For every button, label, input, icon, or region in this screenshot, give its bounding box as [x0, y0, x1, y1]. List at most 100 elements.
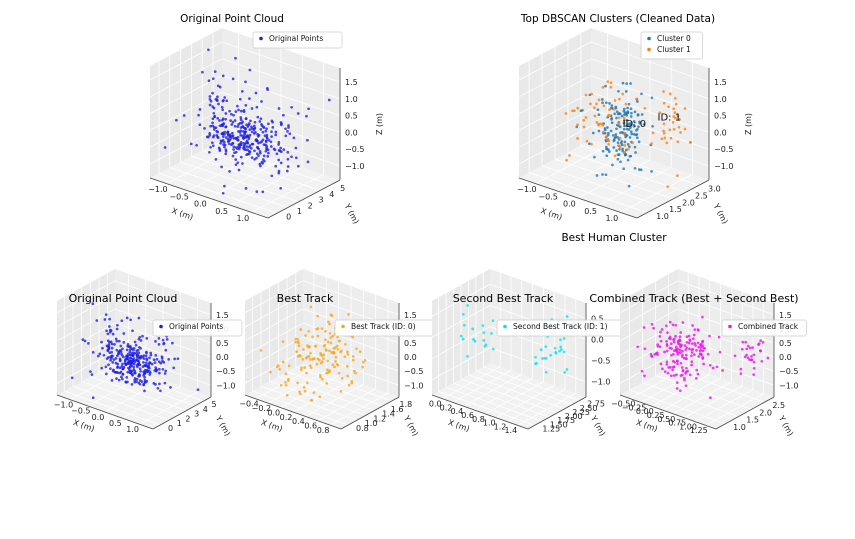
data-point [234, 150, 238, 154]
data-point [132, 362, 136, 366]
x-tick-label: −0.5 [538, 192, 557, 201]
data-point [255, 156, 258, 160]
data-point [175, 118, 178, 122]
data-point [142, 383, 146, 387]
data-point [105, 344, 109, 348]
data-point [699, 345, 703, 349]
x-tick-label: −0.5 [71, 407, 90, 416]
data-point [658, 335, 662, 338]
data-point [250, 142, 254, 146]
grid-line [244, 336, 304, 370]
data-point [143, 389, 146, 393]
data-point [680, 366, 684, 369]
data-point [560, 348, 563, 351]
x-tick-label: 1.0 [236, 214, 249, 223]
data-point [652, 326, 655, 330]
data-point [138, 367, 142, 371]
data-point [597, 98, 601, 102]
data-point [643, 347, 647, 351]
data-point [152, 358, 156, 362]
data-point [628, 145, 631, 149]
z-tick-label: 0.0 [591, 335, 604, 344]
data-point [264, 149, 268, 153]
data-point [135, 356, 139, 359]
data-point [337, 371, 341, 375]
data-point [309, 305, 313, 309]
data-point [278, 367, 281, 371]
data-point [221, 135, 225, 138]
data-point [298, 390, 301, 394]
data-point [230, 123, 234, 126]
data-point [122, 355, 125, 359]
data-point [105, 329, 108, 333]
data-point [606, 115, 610, 119]
data-point [618, 97, 621, 101]
data-point [601, 101, 604, 105]
data-point [195, 143, 198, 147]
x-tick-label: 0.25 [647, 411, 665, 420]
data-point [221, 191, 225, 195]
data-point [626, 106, 629, 110]
data-point [630, 111, 633, 115]
data-point [690, 351, 694, 354]
data-point [611, 163, 614, 167]
data-point [614, 133, 618, 136]
data-point [132, 368, 136, 372]
data-point [683, 127, 687, 131]
data-point [691, 342, 694, 345]
data-point [144, 361, 148, 365]
data-point [223, 184, 226, 188]
data-point [228, 109, 231, 113]
data-point [761, 341, 765, 344]
data-point [339, 350, 342, 354]
data-point [143, 370, 147, 374]
data-point [635, 136, 639, 140]
data-point [308, 364, 312, 368]
y-tick-label: 2 [308, 201, 313, 210]
data-point [667, 105, 670, 109]
data-point [740, 347, 744, 351]
data-point [599, 122, 603, 126]
grid-line [251, 174, 324, 213]
grid-line [518, 108, 592, 148]
legend-label: Combined Track [738, 322, 799, 331]
x-tick-label: 0.5 [215, 207, 228, 216]
data-point [618, 136, 622, 140]
x-axis-line [149, 177, 269, 219]
data-point [318, 395, 322, 399]
data-point [699, 348, 703, 352]
data-point [262, 154, 266, 158]
grid-line [468, 374, 565, 410]
data-point [597, 129, 601, 133]
data-point [322, 357, 325, 361]
chart-subtitle: Best Human Cluster [561, 232, 667, 244]
data-point [733, 354, 737, 358]
grid-line [56, 336, 116, 370]
data-point [629, 123, 632, 127]
data-point [139, 346, 142, 350]
data-point [666, 185, 670, 188]
data-point [259, 128, 263, 131]
data-point [330, 351, 333, 354]
data-point [693, 342, 697, 345]
data-point [255, 152, 259, 156]
z-tick-label: 0.0 [779, 353, 792, 362]
data-point [627, 184, 631, 188]
data-point [679, 331, 683, 334]
data-point [218, 119, 221, 122]
data-point [623, 150, 626, 154]
data-point [609, 129, 613, 133]
data-point [137, 316, 141, 320]
data-point [242, 108, 246, 112]
data-point [137, 373, 141, 376]
data-point [706, 352, 710, 356]
grid-line [149, 41, 223, 81]
data-point [129, 356, 133, 360]
data-point [107, 346, 111, 350]
data-point [610, 104, 614, 107]
data-point [604, 84, 607, 88]
data-point [278, 149, 282, 153]
grid-line [554, 158, 674, 200]
data-point [466, 304, 470, 307]
legend-box [152, 319, 243, 337]
